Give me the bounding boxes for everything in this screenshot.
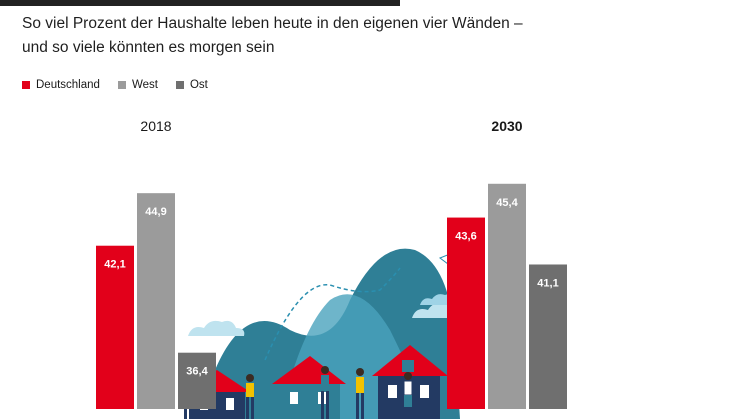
dashed-path — [264, 267, 401, 361]
legend-item-deutschland: Deutschland — [22, 79, 100, 91]
data-label-west-2030: 45,4 — [496, 197, 518, 209]
bar-west-2030 — [488, 183, 526, 409]
title-strip — [0, 0, 400, 6]
category-label-2030: 2030 — [491, 118, 522, 134]
data-label-ost-2018: 36,4 — [186, 366, 208, 378]
bar-deutschland-2030 — [447, 217, 485, 409]
subtitle-line-2: und so viele könnten es morgen sein — [22, 39, 275, 56]
data-label-deutschland-2018: 42,1 — [104, 259, 125, 271]
cloud-icon — [188, 320, 245, 336]
legend-swatch-ost — [175, 81, 184, 89]
bar-deutschland-2018 — [96, 245, 134, 409]
legend-swatch-west — [117, 81, 126, 89]
category-label-2018: 2018 — [140, 118, 171, 134]
chart-subtitle: So viel Prozent der Haushalte leben heut… — [22, 12, 642, 60]
person-figure — [321, 366, 329, 419]
person-figure — [246, 374, 254, 419]
person-figure — [403, 372, 413, 419]
data-label-ost-2030: 41,1 — [537, 277, 558, 289]
bar-ost-2018 — [178, 352, 216, 409]
legend-label-ost: Ost — [189, 79, 208, 91]
legend-item-ost: Ost — [175, 79, 208, 91]
person-figure — [356, 368, 364, 419]
legend-label-west: West — [131, 79, 158, 91]
bar-west-2018 — [137, 193, 175, 409]
legend-swatch-deutschland — [22, 81, 30, 89]
legend-label-deutschland: Deutschland — [36, 79, 100, 91]
legend: Deutschland West Ost — [22, 79, 208, 91]
bar-ost-2030 — [529, 264, 567, 409]
data-label-deutschland-2030: 43,6 — [455, 231, 476, 243]
subtitle-line-1: So viel Prozent der Haushalte leben heut… — [22, 15, 523, 32]
legend-item-west: West — [117, 79, 158, 91]
data-label-west-2018: 44,9 — [145, 206, 166, 218]
